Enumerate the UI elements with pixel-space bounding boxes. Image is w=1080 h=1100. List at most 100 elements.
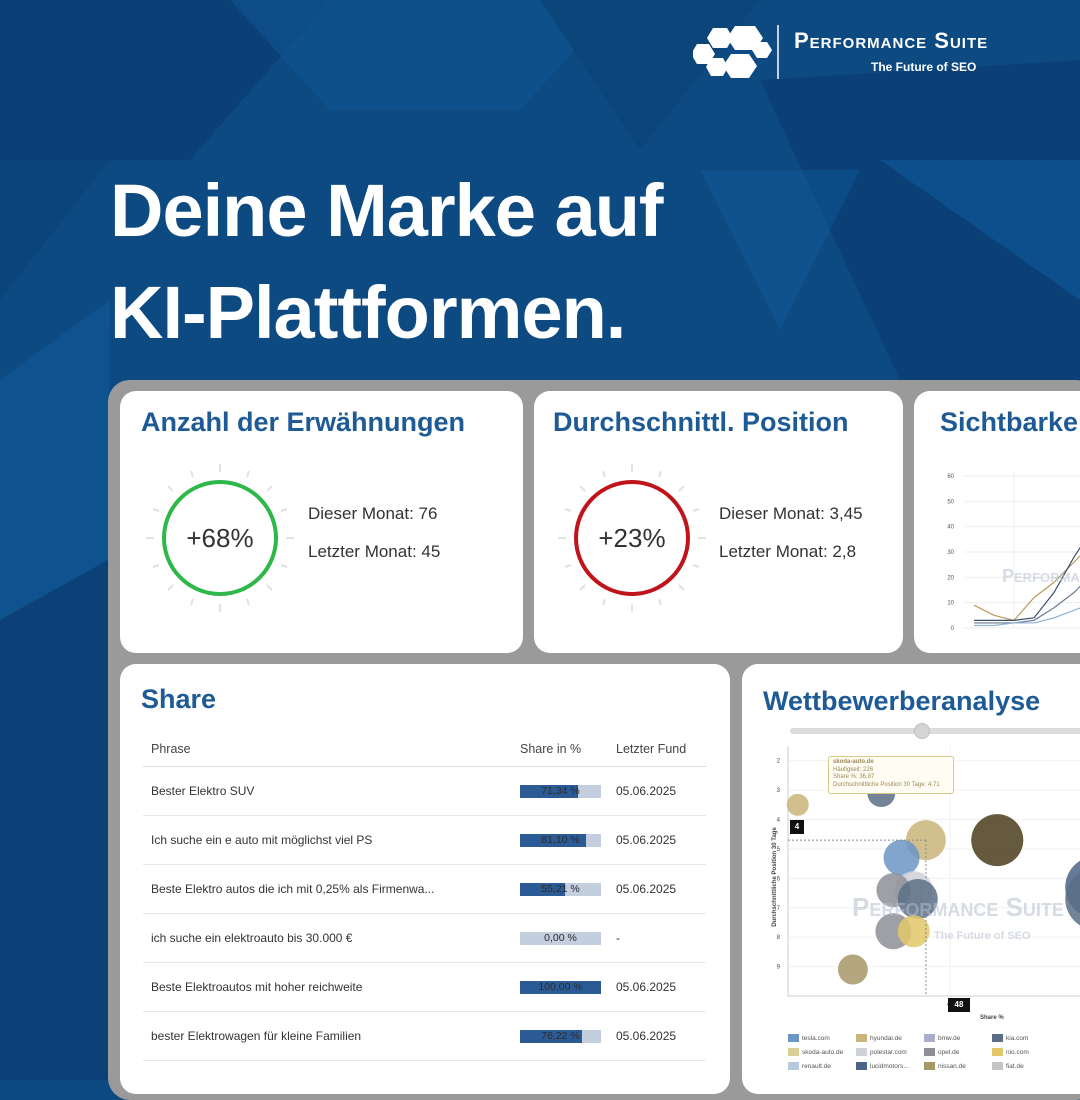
share-bar-fill — [520, 833, 586, 847]
legend-item[interactable]: renault.de — [788, 1062, 831, 1070]
scatter-point — [971, 814, 1024, 867]
legend-swatch — [992, 1062, 1003, 1070]
y-tick-label: 6 — [777, 876, 781, 882]
share-bar: 76,22 % — [520, 1029, 601, 1043]
column-header-share[interactable]: Share in % — [512, 732, 608, 767]
scatter-point — [897, 878, 938, 919]
legend-swatch — [924, 1048, 935, 1056]
last-found-cell: 05.06.2025 — [608, 864, 706, 914]
share-bar-label: 71,34 % — [541, 784, 580, 797]
table-row[interactable]: Beste Elektro autos die ich mit 0,25% al… — [143, 864, 706, 914]
share-cell: 76,22 % — [512, 1011, 608, 1061]
legend-item[interactable]: nio.com — [992, 1048, 1029, 1056]
ring-ticks — [146, 464, 294, 612]
legend-swatch — [856, 1034, 867, 1042]
legend-item[interactable]: nissan.de — [924, 1062, 966, 1070]
logo-divider — [777, 25, 779, 79]
phrase-cell: Beste Elektro autos die ich mit 0,25% al… — [143, 864, 512, 914]
legend-swatch — [788, 1048, 799, 1056]
y-tick-label: 60 — [947, 474, 954, 480]
share-cell: 71,34 % — [512, 766, 608, 816]
mentions-title: Anzahl der Erwähnungen — [141, 407, 466, 437]
brand-tagline: The Future of SEO — [871, 60, 977, 74]
legend-label: renault.de — [802, 1062, 831, 1070]
position-this-month: Dieser Monat: 3,45 — [719, 504, 863, 523]
competitor-legend: tesla.com hyundai.de bmw.de kia.com skoda-au… — [788, 1034, 1080, 1094]
legend-label: polestar.com — [870, 1048, 907, 1056]
tooltip-position: Durchschnittliche Position 30 Tage: 4,71 — [833, 781, 940, 788]
legend-item[interactable]: fiat.de — [992, 1062, 1024, 1070]
phrase-cell: Beste Elektroautos mit hoher reichweite — [143, 962, 512, 1012]
table-row[interactable]: bester Elektrowagen für kleine Familien 7… — [143, 1011, 706, 1061]
series-line — [974, 607, 1080, 627]
range-slider-handle[interactable] — [914, 723, 930, 739]
legend-item[interactable]: opel.de — [924, 1048, 959, 1056]
legend-label: opel.de — [938, 1048, 960, 1056]
scatter-point — [786, 793, 809, 816]
share-bar-label: 0,00 % — [544, 931, 577, 944]
headline-line-2: KI-Plattformen. — [110, 271, 626, 354]
y-tick-label: 40 — [947, 525, 954, 531]
tooltip-domain: skoda-auto.de — [833, 759, 874, 765]
y-crosshair-badge: 4 — [790, 820, 804, 834]
legend-item[interactable]: tesla.com — [788, 1034, 830, 1042]
legend-swatch — [992, 1034, 1003, 1042]
legend-item[interactable]: lucidmotors... — [856, 1062, 909, 1070]
position-title: Durchschnittl. Position — [553, 407, 849, 437]
legend-swatch — [924, 1062, 935, 1070]
y-tick-label: 2 — [777, 759, 781, 765]
scatter-point — [1065, 872, 1080, 926]
ring-ticks — [558, 464, 706, 612]
legend-item[interactable]: kia.com — [992, 1034, 1028, 1042]
column-header-phrase[interactable]: Phrase — [143, 732, 512, 767]
phrase-cell: Ich suche ein e auto mit möglichst viel … — [143, 815, 512, 865]
scatter-point — [897, 915, 930, 948]
y-tick-label: 9 — [777, 965, 781, 971]
share-bar: 100,00 % — [520, 980, 601, 994]
share-bar: 81,10 % — [520, 833, 601, 847]
table-row[interactable]: Ich suche ein e auto mit möglichst viel … — [143, 815, 706, 865]
position-ring — [558, 464, 706, 612]
range-slider[interactable] — [790, 723, 1080, 739]
table-row[interactable]: Bester Elektro SUV 71,34 % 05.06.2025 — [143, 766, 706, 816]
y-tick-label: 10 — [947, 601, 954, 607]
last-found-cell: 05.06.2025 — [608, 1011, 706, 1061]
legend-item[interactable]: polestar.com — [856, 1048, 907, 1056]
share-bar: 71,34 % — [520, 784, 601, 798]
y-axis-label: Durchschnittliche Position 30 Tage — [772, 827, 778, 927]
x-crosshair-badge: 48 — [948, 998, 970, 1012]
legend-item[interactable]: skoda-auto.de — [788, 1048, 843, 1056]
y-tick-label: 20 — [947, 575, 954, 581]
series-line — [973, 555, 1080, 622]
legend-swatch — [856, 1048, 867, 1056]
share-cell: 100,00 % — [512, 962, 608, 1012]
y-tick-label: 7 — [777, 906, 781, 912]
mentions-this-month: Dieser Monat: 76 — [308, 504, 438, 523]
scatter-point — [837, 954, 868, 985]
position-change: +23% — [598, 522, 666, 553]
legend-swatch — [924, 1034, 935, 1042]
legend-swatch — [788, 1062, 799, 1070]
share-bar-fill — [520, 980, 601, 994]
y-tick-label: 30 — [947, 550, 954, 556]
legend-swatch — [856, 1062, 867, 1070]
series-line — [974, 585, 1080, 624]
column-header-last-found[interactable]: Letzter Fund — [608, 732, 706, 767]
visibility-watermark: Performance Suite — [1002, 566, 1080, 586]
table-row[interactable]: Beste Elektroautos mit hoher reichweite 1… — [143, 962, 706, 1012]
y-tick-label: 0 — [951, 626, 955, 632]
table-row[interactable]: ich suche ein elektroauto bis 30.000 € 0,… — [143, 913, 706, 963]
scatter-tooltip: skoda-auto.de Häufigkeit: 226 Share %: 3… — [828, 756, 954, 794]
x-axis-label: Share % — [980, 1015, 1004, 1021]
legend-label: nio.com — [1006, 1048, 1029, 1056]
legend-item[interactable]: hyundai.de — [856, 1034, 902, 1042]
share-bar: 0,00 % — [520, 931, 601, 945]
legend-item[interactable]: bmw.de — [924, 1034, 960, 1042]
competitor-title: Wettbewerberanalyse — [763, 686, 1041, 716]
legend-label: hyundai.de — [870, 1034, 902, 1042]
mentions-last-month: Letzter Monat: 45 — [308, 542, 441, 561]
headline: Deine Marke auf KI-Plattformen. — [110, 160, 664, 364]
mentions-change: +68% — [186, 522, 254, 553]
share-table: Phrase Share in % Letzter Fund Bester El… — [143, 732, 706, 1061]
tooltip-frequency: Häufigkeit: 226 — [833, 766, 874, 773]
